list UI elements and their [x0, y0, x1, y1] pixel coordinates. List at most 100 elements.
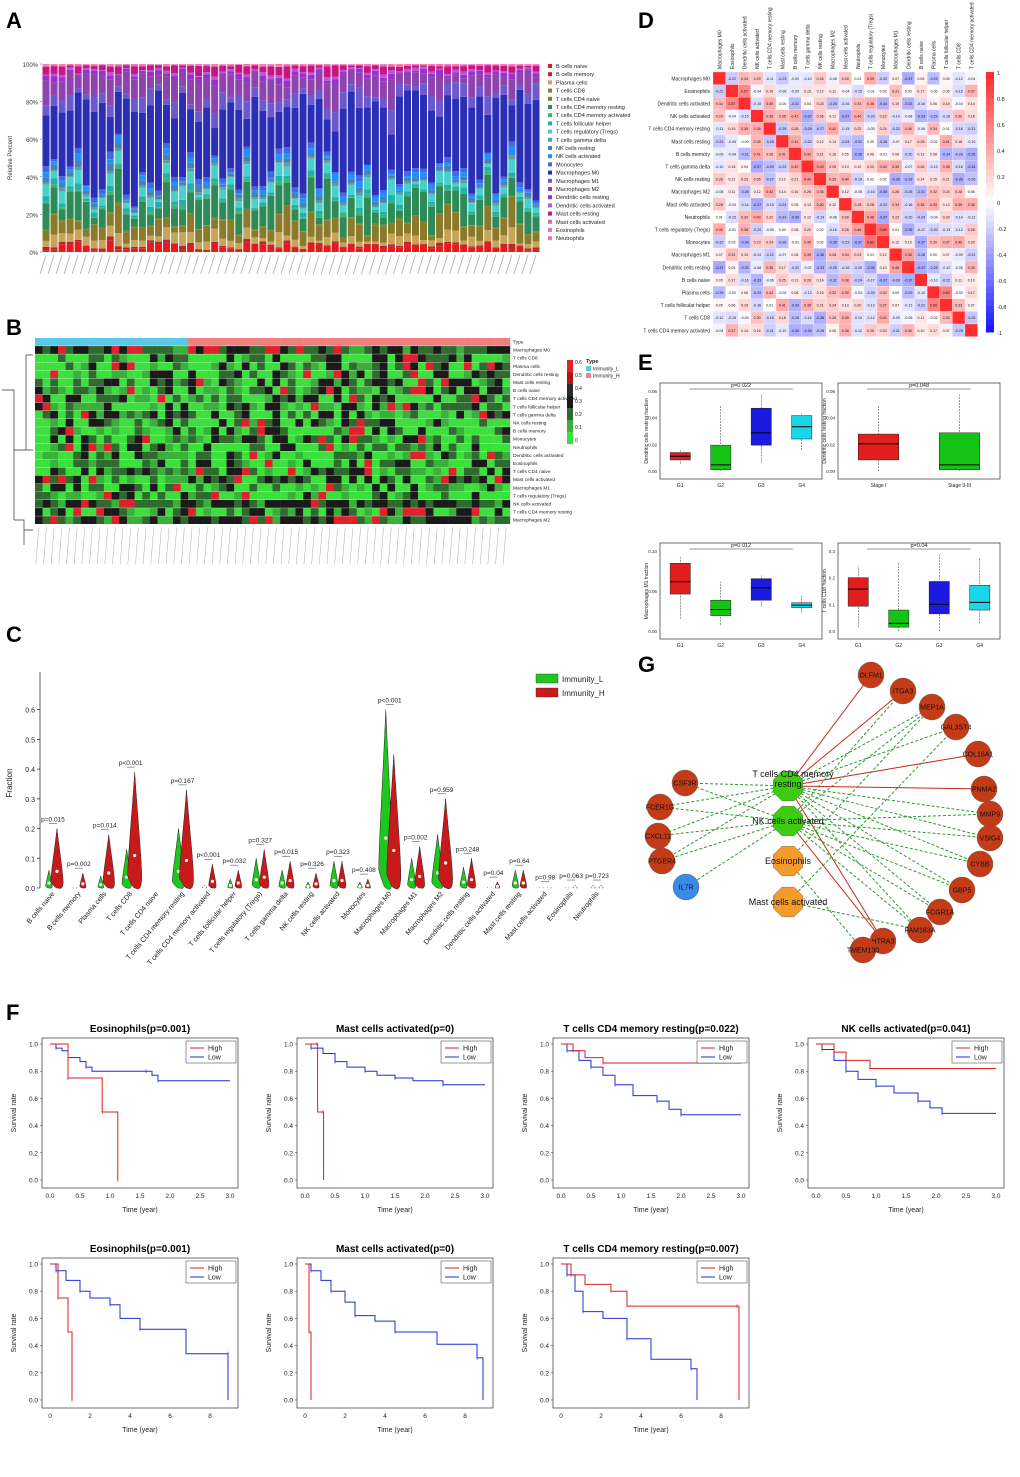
heatmap-cell — [387, 475, 396, 484]
heatmap-cell — [287, 427, 296, 435]
violin-median — [443, 861, 448, 865]
stacked-bar-segment — [363, 189, 371, 195]
stacked-bar-segment — [251, 197, 259, 200]
correlation-value: 0.08 — [892, 152, 899, 156]
heatmap-cell — [287, 402, 296, 411]
heatmap-cell — [410, 491, 419, 500]
heatmap-cell — [295, 435, 304, 443]
heatmap-cell — [103, 508, 112, 516]
heatmap-cell — [341, 483, 350, 492]
correlation-value: 0.01 — [867, 253, 874, 257]
heatmap-cell — [65, 443, 74, 452]
stacked-bar-segment — [251, 243, 259, 246]
heatmap-cell — [410, 402, 419, 411]
stacked-bar-segment — [82, 185, 90, 187]
y-tick-label: 0.2 — [795, 1150, 804, 1157]
row-label: NK cells resting — [675, 177, 710, 183]
stacked-bar-segment — [524, 192, 532, 198]
heatmap-cell — [448, 427, 457, 435]
correlation-value: 0.28 — [829, 253, 836, 257]
stacked-bar-segment — [211, 66, 219, 77]
correlation-value: -0.01 — [728, 228, 736, 232]
legend-swatch-immunity-h — [586, 373, 591, 378]
stacked-bar-segment — [492, 240, 500, 248]
stacked-bar-segment — [154, 67, 162, 71]
heatmap-cell — [402, 483, 411, 492]
heatmap-cell — [211, 354, 220, 362]
correlation-value: 0.06 — [829, 329, 836, 333]
stacked-bar-segment — [395, 73, 403, 84]
heatmap-cell — [471, 419, 480, 427]
heatmap-cell — [448, 378, 457, 387]
correlation-value: -0.04 — [841, 89, 849, 93]
heatmap-cell — [241, 410, 250, 419]
stacked-bar-segment — [500, 76, 508, 86]
y-tick-label: 0.4 — [795, 1123, 804, 1130]
heatmap-cell — [318, 378, 327, 387]
stacked-bar-segment — [283, 107, 291, 148]
stacked-bar-segment — [436, 214, 444, 239]
stacked-bar-segment — [171, 65, 179, 74]
correlation-value: 0.17 — [917, 89, 924, 93]
stacked-bar-segment — [363, 170, 371, 175]
heatmap-cell — [211, 362, 220, 371]
correlation-value: -0.33 — [904, 178, 912, 182]
correlation-value: -0.09 — [778, 89, 786, 93]
x-tick-label: G4 — [798, 643, 805, 648]
stacked-bar-segment — [251, 208, 259, 211]
legend-label: Low — [208, 1055, 222, 1062]
heatmap-cell — [410, 451, 419, 460]
correlation-value: 0.08 — [791, 253, 798, 257]
heatmap-cell — [441, 427, 449, 435]
gene-label: CYBB — [970, 862, 989, 869]
stacked-bar-segment — [524, 211, 532, 235]
stacked-bar-segment — [315, 189, 323, 196]
x-tick-label: 1.0 — [105, 1193, 114, 1200]
stacked-bar-segment — [251, 230, 259, 238]
stacked-bar-segment — [130, 227, 138, 241]
network-edge — [661, 820, 789, 862]
correlation-value: 0.06 — [968, 190, 975, 194]
stacked-bar-segment — [395, 187, 403, 191]
heatmap-cell — [88, 419, 97, 427]
heatmap-cell — [134, 516, 143, 524]
x-tick-label-mark — [489, 254, 497, 275]
heatmap-cell — [134, 370, 143, 379]
x-tick-label-mark — [79, 254, 87, 275]
stacked-bar-segment — [66, 233, 74, 243]
hub-node — [772, 805, 804, 837]
heatmap-cell — [211, 467, 220, 476]
boxplot-box — [791, 415, 813, 440]
heatmap-cell — [257, 394, 266, 403]
stacked-bar-segment — [275, 154, 283, 161]
stacked-bar-segment — [371, 205, 379, 208]
stacked-bar-segment — [90, 64, 98, 66]
heatmap-cell — [241, 459, 250, 468]
heatmap-cell — [142, 410, 151, 419]
heatmap-cell — [142, 500, 151, 508]
heatmap-cell — [165, 475, 174, 484]
stacked-bar-segment — [460, 96, 468, 169]
heatmap-cell — [418, 491, 426, 500]
heatmap-cell — [211, 459, 220, 468]
boxplot-box — [847, 577, 869, 607]
stacked-bar-segment — [227, 173, 235, 177]
stacked-bar-segment — [50, 64, 58, 67]
correlation-value: 0.38 — [842, 329, 849, 333]
stacked-bar-segment — [66, 242, 74, 245]
correlation-value: 0.32 — [829, 291, 836, 295]
heatmap-cell — [203, 459, 212, 468]
correlation-value: 0.16 — [829, 152, 836, 156]
heatmap-cell — [111, 443, 120, 452]
heatmap-cell — [80, 508, 89, 516]
heatmap-cell — [234, 491, 243, 500]
correlation-value: -0.25 — [955, 329, 963, 333]
correlation-value: 0.07 — [943, 329, 950, 333]
stacked-bar-segment — [146, 71, 154, 77]
heatmap-cell — [341, 475, 350, 484]
heatmap-cell — [441, 346, 449, 354]
stacked-bar-segment — [468, 214, 476, 226]
stacked-bar-segment — [476, 199, 484, 226]
heatmap-cell — [494, 500, 503, 508]
gene-label: IL7R — [679, 885, 694, 892]
